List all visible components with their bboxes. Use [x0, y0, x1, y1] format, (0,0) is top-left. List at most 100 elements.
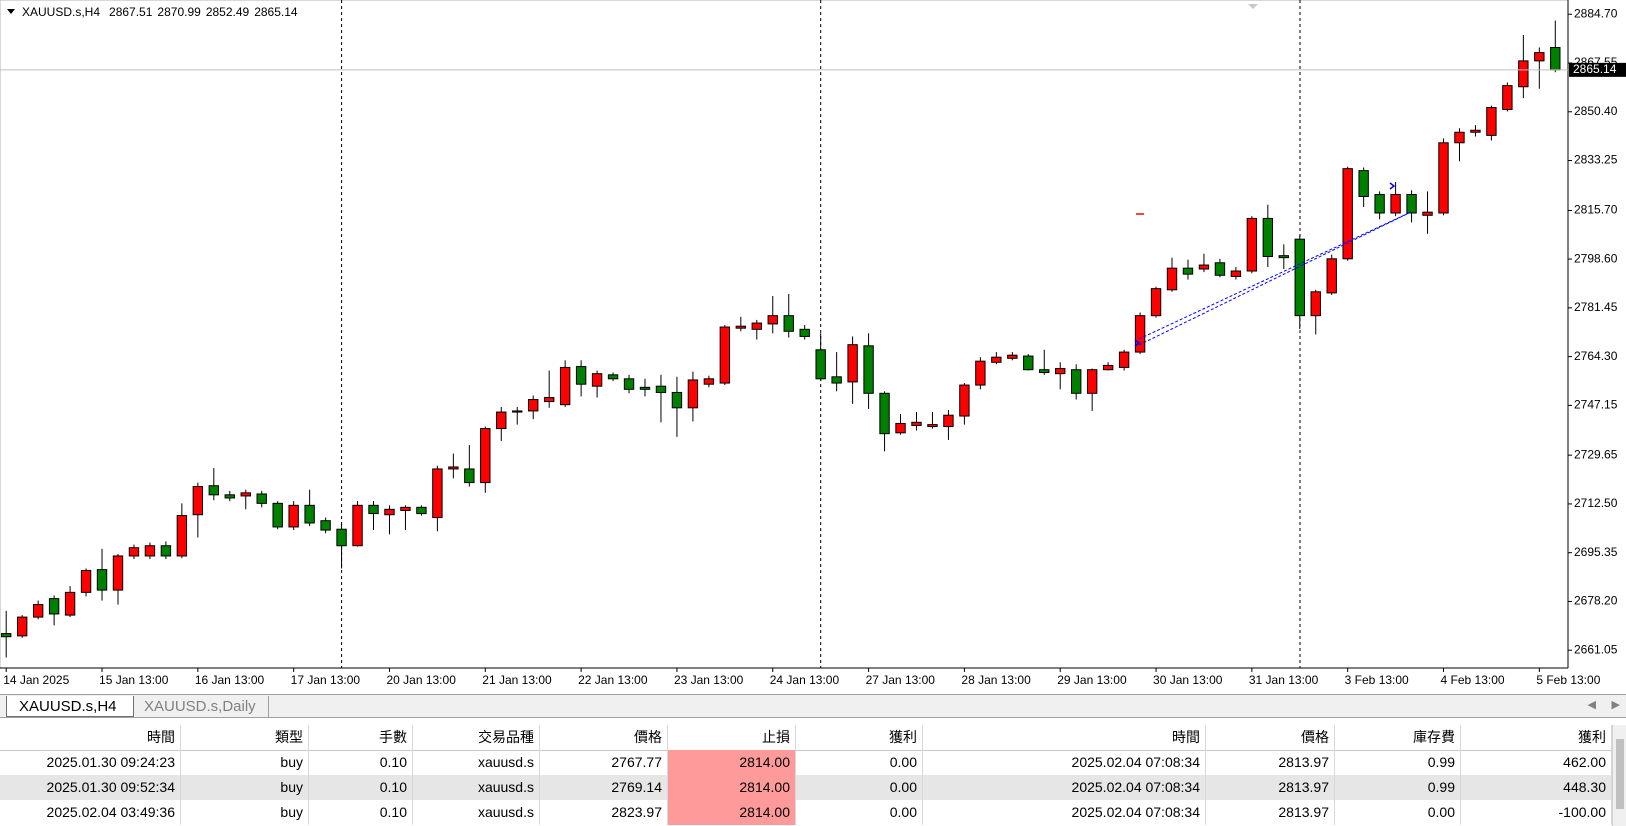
candle-body	[336, 528, 347, 547]
table-row: 2025.01.30 09:52:34 buy 0.10 xauusd.s 2769.1…	[0, 775, 1612, 800]
table-cell: 2813.97	[1206, 800, 1335, 825]
column-header: 價格	[1206, 725, 1335, 750]
table-cell: -100.00	[1461, 800, 1612, 825]
candle-body	[448, 466, 459, 470]
tab-scroll-left[interactable]: ◀	[1587, 699, 1596, 711]
table-cell: 2769.14	[540, 775, 668, 800]
candle-body	[911, 421, 922, 426]
x-tick-label: 15 Jan 13:00	[99, 673, 169, 687]
symbol: XAUUSD.s,H4	[22, 5, 100, 19]
candle-body	[1390, 194, 1401, 214]
table-cell: 0.00	[796, 775, 923, 800]
x-tick-label: 28 Jan 13:00	[961, 673, 1031, 687]
candle-body	[1198, 264, 1210, 270]
table-cell: 0.10	[309, 800, 413, 825]
chart-tabs: XAUUSD.s,H4 XAUUSD.s,Daily ◀ ▶	[0, 694, 1626, 718]
x-tick-label: 30 Jan 13:00	[1153, 673, 1223, 687]
column-header: 類型	[181, 725, 309, 750]
column-header: 手數	[309, 725, 413, 750]
x-tick-label: 3 Feb 13:00	[1345, 673, 1409, 687]
candle-body	[751, 322, 762, 330]
candle-body	[224, 494, 235, 499]
candle-body	[895, 422, 906, 434]
candle-body	[703, 378, 715, 385]
candle-body	[975, 360, 986, 386]
table-cell: 448.30	[1461, 775, 1612, 800]
column-header: 止損	[668, 725, 796, 750]
y-tick-label: 2695.35	[1574, 545, 1618, 559]
table-cell: 462.00	[1461, 750, 1612, 775]
column-header: 獲利	[1461, 725, 1612, 750]
trade-arrow	[1389, 182, 1396, 190]
column-header: 交易品種	[413, 725, 540, 750]
candle-body	[16, 616, 28, 637]
candle-body	[1214, 262, 1226, 276]
x-tick-label: 16 Jan 13:00	[195, 673, 265, 687]
candle-body	[623, 378, 635, 390]
candle-body	[799, 328, 810, 337]
table-cell: buy	[181, 800, 309, 825]
table-row: 2025.01.30 09:24:23 buy 0.10 xauusd.s 2767.7…	[0, 750, 1612, 775]
y-tick-label: 2729.65	[1574, 447, 1618, 461]
candle-body	[1039, 369, 1050, 374]
table-cell: 2813.97	[1206, 775, 1335, 800]
candle-body	[432, 468, 443, 519]
candle-body	[1166, 267, 1178, 291]
candle-body	[1, 633, 12, 638]
x-tick-label: 20 Jan 13:00	[386, 673, 456, 687]
column-header: 價格	[540, 725, 668, 750]
scrollbar[interactable]	[1612, 725, 1626, 826]
table-row: 時間 類型 手數 交易品種 價格 止損 獲利 時間 價格 庫存費 獲利	[0, 725, 1612, 751]
candle-body	[959, 384, 970, 417]
chart-tab[interactable]: XAUUSD.s,Daily	[132, 696, 269, 717]
candle-body	[1358, 170, 1369, 198]
table-cell: 0.99	[1335, 750, 1461, 775]
x-tick-label: 5 Feb 13:00	[1536, 673, 1600, 687]
y-tick-label: 2661.05	[1574, 642, 1618, 656]
candle-body	[607, 374, 619, 380]
table-cell: 0.10	[309, 750, 413, 775]
trade-line	[1138, 211, 1412, 340]
trade-arrow	[1134, 339, 1141, 347]
table-cell: 0.00	[1335, 800, 1461, 825]
candle-body	[847, 344, 858, 383]
chart-tab[interactable]: XAUUSD.s,H4	[6, 696, 134, 717]
table-cell: 2814.00	[668, 750, 796, 775]
table-cell: 2813.97	[1206, 750, 1335, 775]
candle-body	[767, 315, 778, 325]
candle-body	[1182, 267, 1194, 275]
candle-body	[512, 410, 523, 413]
tab-scroll-right[interactable]: ▶	[1611, 699, 1620, 711]
candle-body	[1070, 369, 1082, 394]
candle-body	[304, 504, 315, 524]
table-cell: 2025.01.30 09:24:23	[0, 750, 181, 775]
header-close: 2865.14	[254, 5, 298, 19]
scroll-thumb[interactable]	[1616, 739, 1624, 809]
table-cell: 2814.00	[668, 800, 796, 825]
current-price-box	[1569, 62, 1626, 77]
candle-body	[384, 508, 395, 516]
candle-body	[1422, 211, 1433, 216]
table-cell: 2025.01.30 09:52:34	[0, 775, 181, 800]
candle-body	[1007, 354, 1018, 359]
candle-body	[1310, 291, 1321, 317]
header-open: 2867.51	[109, 5, 153, 19]
candle-body	[687, 379, 699, 409]
candle-body	[1550, 47, 1561, 71]
candle-body	[464, 468, 475, 484]
candle-body	[719, 326, 731, 384]
candle-body	[1518, 60, 1529, 88]
column-header: 庫存費	[1335, 725, 1461, 750]
current-price-label: 2865.14	[1573, 62, 1617, 76]
candle-body	[208, 485, 220, 496]
table-cell: 2025.02.04 07:08:34	[923, 750, 1206, 775]
x-tick-label: 17 Jan 13:00	[291, 673, 361, 687]
candle-body	[815, 349, 826, 380]
candle-body	[1294, 238, 1305, 317]
y-tick-label: 2781.45	[1574, 300, 1618, 314]
table-cell: 2025.02.04 03:49:36	[0, 800, 181, 825]
candle-body	[128, 547, 140, 557]
y-tick-label: 2798.60	[1574, 251, 1618, 265]
table-cell: 0.10	[309, 775, 413, 800]
x-tick-label: 21 Jan 13:00	[482, 673, 552, 687]
